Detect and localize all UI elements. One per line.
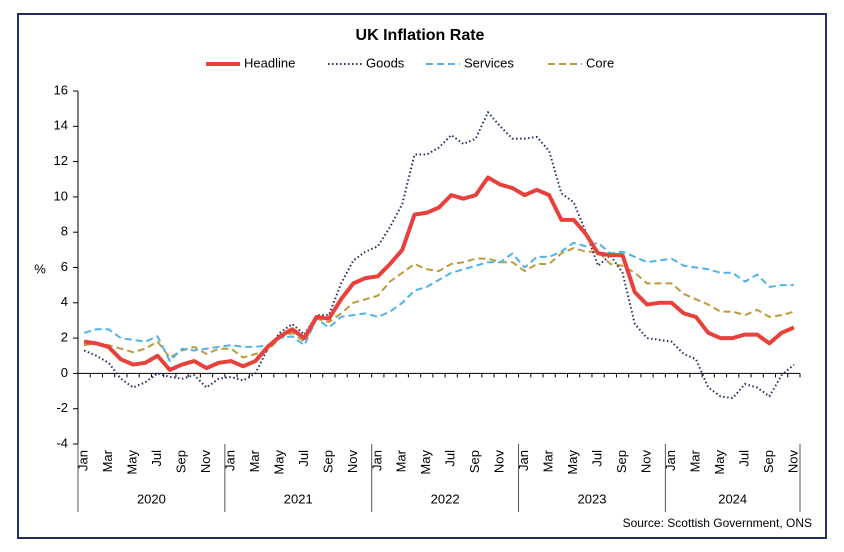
legend-label: Goods xyxy=(366,55,405,70)
x-tick-label: May xyxy=(125,450,140,475)
group-label: 2020 xyxy=(137,491,166,506)
group-label: 2024 xyxy=(718,491,747,506)
y-axis-label: % xyxy=(34,261,46,276)
x-tick-label: Nov xyxy=(492,450,507,474)
chart-title: UK Inflation Rate xyxy=(356,27,485,44)
group-label: 2023 xyxy=(578,491,607,506)
x-tick-label: Mar xyxy=(541,449,556,472)
x-tick-label: Sep xyxy=(614,450,629,473)
chart-border xyxy=(17,13,827,539)
series-line xyxy=(83,241,794,363)
x-tick-label: May xyxy=(418,450,433,475)
x-tick-label: Nov xyxy=(198,450,213,474)
group-label: 2021 xyxy=(284,491,313,506)
y-tick-label: 6 xyxy=(61,259,68,274)
x-tick-label: Jul xyxy=(443,450,458,467)
y-tick-label: 2 xyxy=(61,330,68,345)
x-tick-label: Sep xyxy=(320,450,335,473)
source-note: Source: Scottish Government, ONS xyxy=(623,516,812,530)
y-tick-label: 10 xyxy=(54,188,68,203)
y-tick-label: 8 xyxy=(61,224,68,239)
y-tick-label: 4 xyxy=(61,294,68,309)
x-tick-label: Jul xyxy=(590,450,605,467)
group-label: 2022 xyxy=(431,491,460,506)
x-tick-label: Jan xyxy=(222,450,237,471)
x-tick-label: Jan xyxy=(369,450,384,471)
x-tick-label: Mar xyxy=(247,449,262,472)
series-line xyxy=(83,111,795,400)
y-tick-label: 14 xyxy=(54,118,68,133)
legend-label: Headline xyxy=(244,55,295,70)
x-tick-label: Mar xyxy=(394,449,409,472)
y-tick-label: 0 xyxy=(61,365,68,380)
legend-label: Core xyxy=(586,55,614,70)
x-tick-label: Nov xyxy=(785,450,800,474)
x-tick-label: Sep xyxy=(761,450,776,473)
x-tick-label: Mar xyxy=(687,449,702,472)
x-tick-label: Sep xyxy=(173,450,188,473)
x-tick-label: May xyxy=(565,450,580,475)
series-line xyxy=(83,247,795,359)
x-tick-label: Jul xyxy=(149,450,164,467)
y-tick-label: -2 xyxy=(56,400,68,415)
x-tick-label: Jan xyxy=(76,450,91,471)
x-tick-label: Sep xyxy=(467,450,482,473)
x-tick-label: Jan xyxy=(516,450,531,471)
x-tick-label: Nov xyxy=(345,450,360,474)
y-tick-label: 12 xyxy=(54,153,68,168)
x-tick-label: Nov xyxy=(638,450,653,474)
x-tick-label: Jan xyxy=(663,450,678,471)
legend-label: Services xyxy=(464,55,514,70)
x-tick-label: May xyxy=(271,450,286,475)
y-tick-label: -4 xyxy=(56,435,68,450)
y-tick-label: 16 xyxy=(54,82,68,97)
x-tick-label: Jul xyxy=(736,450,751,467)
series-line xyxy=(83,175,795,372)
x-tick-label: May xyxy=(712,450,727,475)
x-tick-label: Jul xyxy=(296,450,311,467)
x-tick-label: Mar xyxy=(100,449,115,472)
